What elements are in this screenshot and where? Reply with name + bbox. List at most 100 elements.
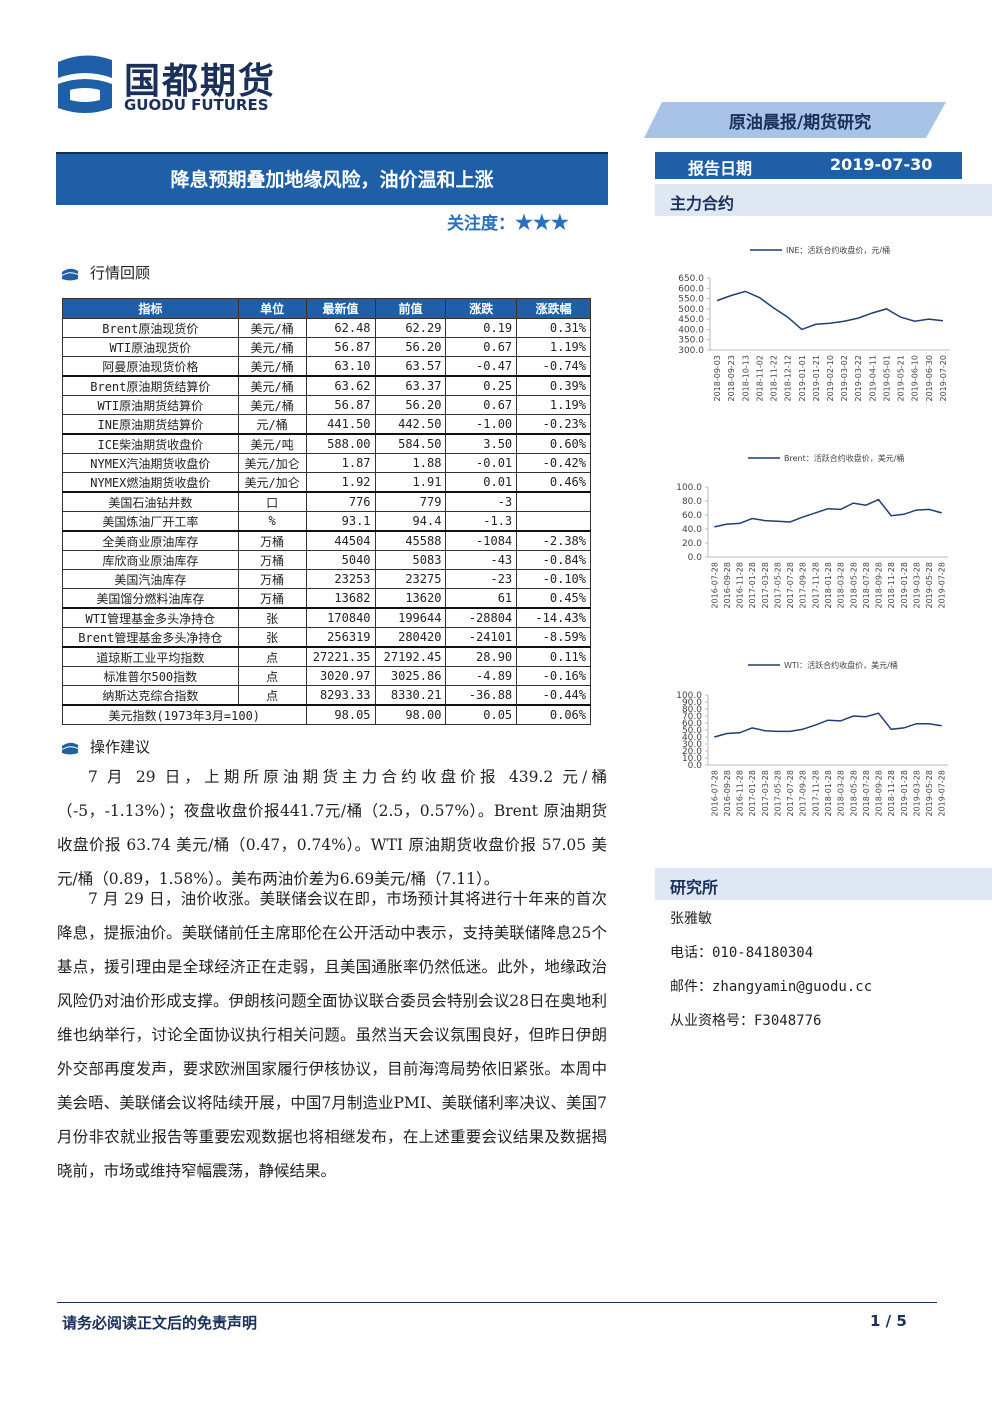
x-tick-label: 2018-09-28 [875,562,884,609]
date-bar [655,152,962,179]
table-cell: 3.50 [445,433,518,454]
table-cell: -4.89 [445,666,518,686]
table-cell: 27221.35 [305,646,376,667]
table-cell: 美国汽油库存 [62,569,239,589]
x-tick-label: 2019-01-21 [812,355,821,402]
x-tick-label: 2017-11-28 [811,770,820,817]
section-heading: 操作建议 [60,736,150,757]
page-number: 1 / 5 [870,1312,907,1330]
table-cell: WTI管理基金多头净持仓 [62,607,239,628]
y-tick-label: 40.0 [682,525,702,535]
y-tick-label: 60.0 [682,719,702,729]
heading-bar [655,868,992,900]
table-cell: 0.67 [445,395,518,415]
y-tick-label: 100.0 [676,691,702,701]
table-cell: 0.60% [516,433,591,454]
x-tick-label: 2019-07-28 [938,770,947,817]
table-cell: 8330.21 [374,685,447,706]
x-tick-label: 2017-01-28 [748,562,757,609]
data-line [714,712,942,738]
logo-mark [58,55,112,113]
heading-bar [655,184,992,216]
legend-label: Brent：活跃合约收盘价，美元/桶 [784,453,904,463]
paragraph: 7 月 29 日，油价收涨。美联储会议在即，市场预计其将进行十年来的首次降息，提… [57,890,607,1180]
y-tick-label: 450.0 [678,315,704,325]
x-tick-label: 2019-01-28 [900,770,909,817]
table-cell: 56.87 [305,337,376,357]
y-tick-label: 0.0 [688,553,703,563]
table-cell: -2.38% [516,530,591,551]
y-tick-label: 30.0 [682,740,702,750]
column-header: 前值 [374,298,447,319]
table-cell: 标准普尔500指数 [62,666,239,686]
table-cell: Brent管理基金多头净持仓 [62,627,239,648]
logo-name: 国都期货 [124,60,277,102]
table-cell: 纳斯达克综合指数 [62,685,239,706]
title-bar [56,152,608,205]
table-row: WTI原油现货价 美元/桶 56.87 56.20 0.67 1.19% [62,337,591,357]
y-tick-label: 20.0 [682,539,702,549]
table-cell: 56.20 [374,337,447,357]
x-tick-label: 2018-12-12 [784,355,793,402]
phone: 电话：010-84180304 [670,945,814,961]
x-tick-label: 2017-07-28 [786,562,795,609]
x-tick-label: 2019-07-28 [938,562,947,609]
x-tick-label: 2018-07-28 [862,770,871,817]
x-tick-label: 2019-05-28 [925,770,934,817]
table-cell: 0.05 [445,704,518,725]
table-cell: -0.74% [516,356,591,377]
x-tick-label: 2017-03-28 [761,562,770,609]
x-tick-label: 2018-11-02 [755,355,764,402]
table-row: 阿曼原油现货价格 美元/桶 63.10 63.57 -0.47 -0.74% [62,356,591,377]
x-tick-label: 2019-03-02 [840,355,849,402]
table-cell: 5083 [374,550,447,570]
legend-label: INE：活跃合约收盘价，元/桶 [786,245,890,255]
table-row: NYMEX汽油期货收盘价 美元/加仑 1.87 1.88 -0.01 -0.42% [62,453,591,473]
table-cell: -0.16% [516,666,591,686]
x-tick-label: 2017-05-28 [773,562,782,609]
x-tick-label: 2018-11-28 [887,562,896,609]
x-tick-label: 2019-03-28 [912,562,921,609]
legend-label: WTI：活跃合约收盘价，美元/桶 [784,660,898,670]
table-cell: 94.4 [374,511,447,532]
section-icon [62,268,78,281]
y-tick-label: 550.0 [678,295,704,305]
attention-label: 关注度： [447,214,515,234]
attention: 关注度：★★★ [447,209,569,234]
table-cell: 13682 [305,588,376,609]
x-tick-label: 2019-07-20 [939,355,948,402]
table-cell: -14.43% [516,607,591,628]
section-heading: 行情回顾 [60,262,150,283]
table-row: Brent原油期货结算价 美元/桶 63.62 63.37 0.25 0.39% [62,375,591,396]
table-cell: 5040 [305,550,376,570]
y-tick-label: 40.0 [682,733,702,743]
y-tick-label: 60.0 [682,511,702,521]
x-tick-label: 2018-11-28 [887,770,896,817]
researcher-name: 张雅敏 [670,911,712,927]
table-cell: 美元/桶 [237,337,307,357]
table-cell: 0.46% [516,472,591,493]
x-tick-label: 2018-01-28 [824,770,833,817]
table-cell: -0.10% [516,569,591,589]
x-tick-label: 2017-11-28 [811,562,820,609]
x-tick-label: 2018-03-28 [837,562,846,609]
heading: 主力合约 [670,194,735,213]
license: 从业资格号：F3048776 [670,1013,822,1029]
table-cell: 0.11% [516,646,591,667]
table-cell: -23 [445,569,518,589]
table-cell: 美元/桶 [237,318,307,338]
table-cell: 美元/加仑 [237,453,307,473]
table-cell: 23253 [305,569,376,589]
table-cell: 阿曼原油现货价格 [62,356,239,377]
table-row: WTI原油期货结算价 美元/桶 56.87 56.20 0.67 1.19% [62,395,591,415]
y-tick-label: 500.0 [678,305,704,315]
date-label: 报告日期 [688,159,753,178]
table-cell: 3025.86 [374,666,447,686]
table-row: 美国汽油库存 万桶 23253 23275 -23 -0.10% [62,569,591,589]
table-cell: 45588 [374,530,447,551]
table-cell: 3020.97 [305,666,376,686]
table-cell: -0.01 [445,453,518,473]
x-tick-label: 2018-03-28 [837,770,846,817]
x-tick-label: 2019-01-01 [798,355,807,402]
logo-en: GUODU FUTURES [124,96,269,114]
